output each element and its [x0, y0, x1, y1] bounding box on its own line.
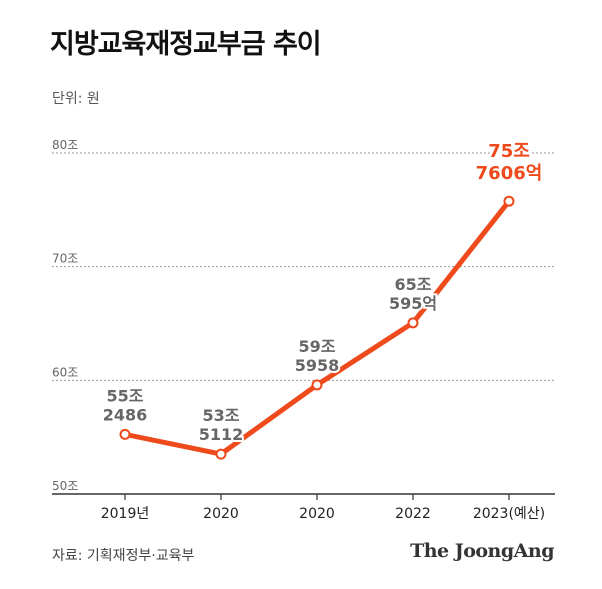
chart-title: 지방교육재정교부금 추이: [50, 29, 322, 60]
y-tick-label: 70조: [52, 252, 78, 266]
source-note: 자료: 기획재정부·교육부: [52, 548, 195, 564]
data-point: [215, 448, 227, 460]
x-tick-label: 2020: [203, 506, 239, 522]
data-label: 65조: [395, 275, 432, 294]
y-tick-label: 80조: [52, 138, 78, 152]
data-label: 7606억: [476, 163, 543, 184]
x-tick-label: 2019년: [101, 506, 150, 522]
series-line: [122, 198, 512, 457]
y-tick-label: 60조: [52, 365, 78, 379]
point-layer: [119, 195, 515, 460]
data-point: [407, 317, 419, 329]
unit-label: 단위: 원: [52, 91, 100, 107]
x-tick-label: 2020: [299, 506, 335, 522]
line-layer: [122, 198, 512, 457]
data-label: 53조: [203, 406, 240, 425]
x-tick-label: 2023(예산): [473, 506, 545, 522]
data-label: 2486: [103, 405, 148, 424]
data-point: [311, 379, 323, 391]
data-label: 5958: [295, 356, 340, 375]
data-label: 75조: [488, 141, 530, 162]
axis-layer: 50조 60조 70조 80조 2019년 2020 2020 2022 2023(예산): [52, 138, 555, 522]
y-tick-label: 50조: [52, 479, 78, 493]
data-label: 595억: [389, 294, 437, 313]
data-point: [119, 428, 131, 440]
brand-logo: The JoongAng: [410, 540, 554, 562]
data-label: 5112: [199, 425, 244, 444]
data-point: [503, 195, 515, 207]
data-label: 59조: [299, 337, 336, 356]
data-label: 55조: [107, 386, 144, 405]
x-tick-label: 2022: [395, 506, 431, 522]
